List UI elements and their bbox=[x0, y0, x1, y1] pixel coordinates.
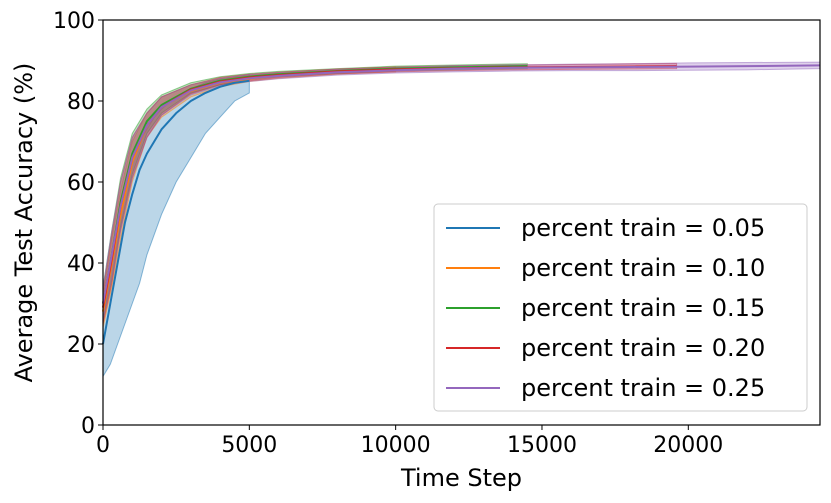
legend-label-4: percent train = 0.20 bbox=[521, 334, 765, 362]
legend-box bbox=[433, 203, 808, 412]
x-tick-label: 0 bbox=[96, 433, 110, 458]
y-tick-label: 60 bbox=[67, 171, 95, 196]
legend-label-2: percent train = 0.10 bbox=[521, 254, 765, 282]
legend-label-3: percent train = 0.15 bbox=[521, 294, 765, 322]
y-axis-ticks: 0 20 40 60 80 100 bbox=[53, 9, 103, 439]
series-line-5 bbox=[102, 64, 821, 304]
legend-label-1: percent train = 0.05 bbox=[521, 214, 765, 242]
legend: percent train = 0.05 percent train = 0.10… bbox=[433, 203, 808, 412]
legend-label-5: percent train = 0.25 bbox=[521, 374, 765, 402]
y-tick-label: 0 bbox=[81, 414, 95, 439]
series-line-1 bbox=[102, 79, 250, 345]
y-tick-label: 100 bbox=[53, 9, 95, 34]
y-tick-label: 80 bbox=[67, 90, 95, 115]
confidence-bands bbox=[102, 61, 821, 379]
y-axis-label: Average Test Accuracy (%) bbox=[10, 63, 38, 383]
series-lines bbox=[102, 64, 821, 345]
plot-frame bbox=[102, 19, 821, 426]
x-axis-ticks: 0 5000 10000 15000 20000 bbox=[96, 425, 723, 458]
y-tick-label: 20 bbox=[67, 333, 95, 358]
x-axis-label: Time Step bbox=[400, 464, 522, 492]
x-tick-label: 10000 bbox=[361, 433, 431, 458]
x-tick-label: 5000 bbox=[221, 433, 277, 458]
x-tick-label: 15000 bbox=[507, 433, 577, 458]
x-tick-label: 20000 bbox=[653, 433, 723, 458]
y-tick-label: 40 bbox=[67, 252, 95, 277]
